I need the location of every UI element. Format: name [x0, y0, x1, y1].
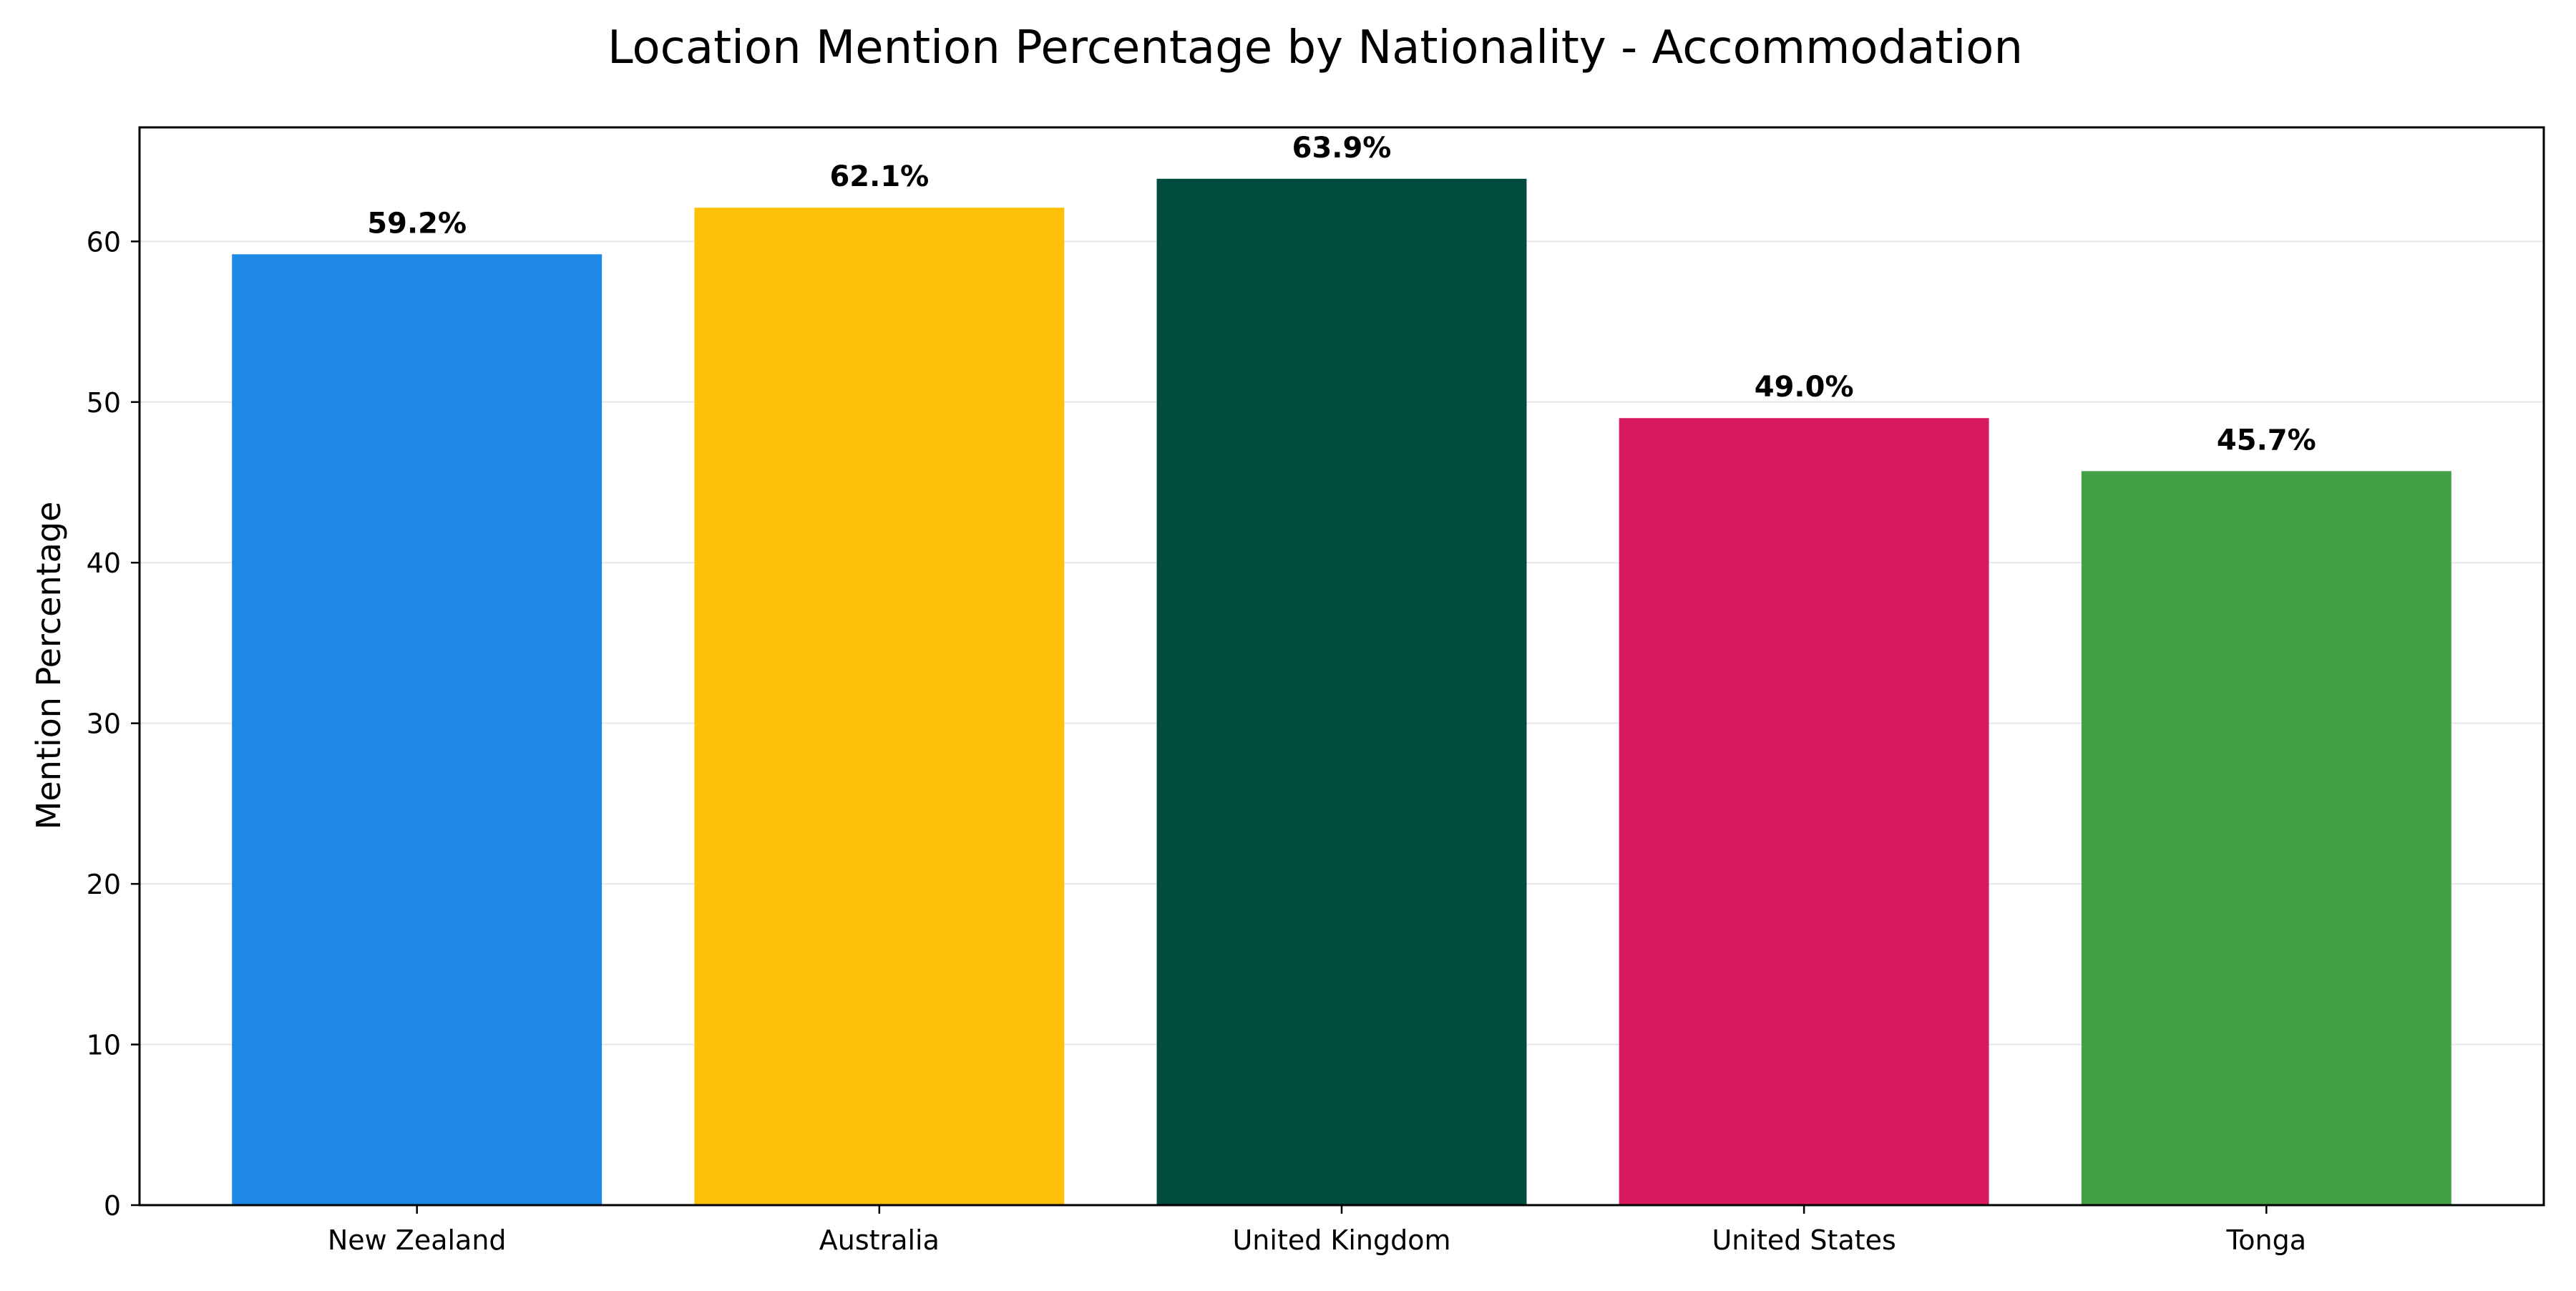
y-tick-label: 30 — [87, 708, 121, 740]
y-tick-label: 40 — [87, 547, 121, 579]
bar-value-label: 59.2% — [367, 207, 467, 240]
bars — [232, 178, 2451, 1206]
chart-title: Location Mention Percentage by Nationali… — [608, 21, 2023, 74]
value-labels: 59.2% 62.1% 63.9% 49.0% 45.7% — [367, 132, 2316, 457]
bar-australia — [694, 208, 1065, 1205]
bar-value-label: 45.7% — [2217, 424, 2316, 457]
y-tick-label: 20 — [87, 869, 121, 900]
bar-tonga — [2081, 471, 2451, 1206]
x-axis-ticks: New Zealand Australia United Kingdom United… — [328, 1205, 2306, 1256]
y-tick-label: 0 — [104, 1190, 121, 1222]
x-tick-label: United States — [1712, 1224, 1896, 1256]
bar-united-states — [1619, 418, 1989, 1205]
bar-united-kingdom — [1156, 178, 1527, 1205]
x-tick-label: New Zealand — [328, 1224, 507, 1256]
x-tick-label: Australia — [819, 1224, 940, 1256]
bar-value-label: 62.1% — [829, 160, 929, 193]
y-axis-ticks: 0 10 20 30 40 50 60 — [87, 226, 140, 1222]
bar-new-zealand — [232, 254, 602, 1206]
y-tick-label: 50 — [87, 387, 121, 419]
x-tick-label: Tonga — [2226, 1224, 2307, 1256]
bar-value-label: 63.9% — [1292, 132, 1392, 165]
y-axis-label: Mention Percentage — [29, 502, 68, 830]
y-tick-label: 10 — [87, 1030, 121, 1061]
plot-frame — [138, 126, 2545, 1207]
y-tick-label: 60 — [87, 226, 121, 258]
bar-value-label: 49.0% — [1755, 371, 1854, 404]
x-tick-label: United Kingdom — [1232, 1224, 1450, 1256]
